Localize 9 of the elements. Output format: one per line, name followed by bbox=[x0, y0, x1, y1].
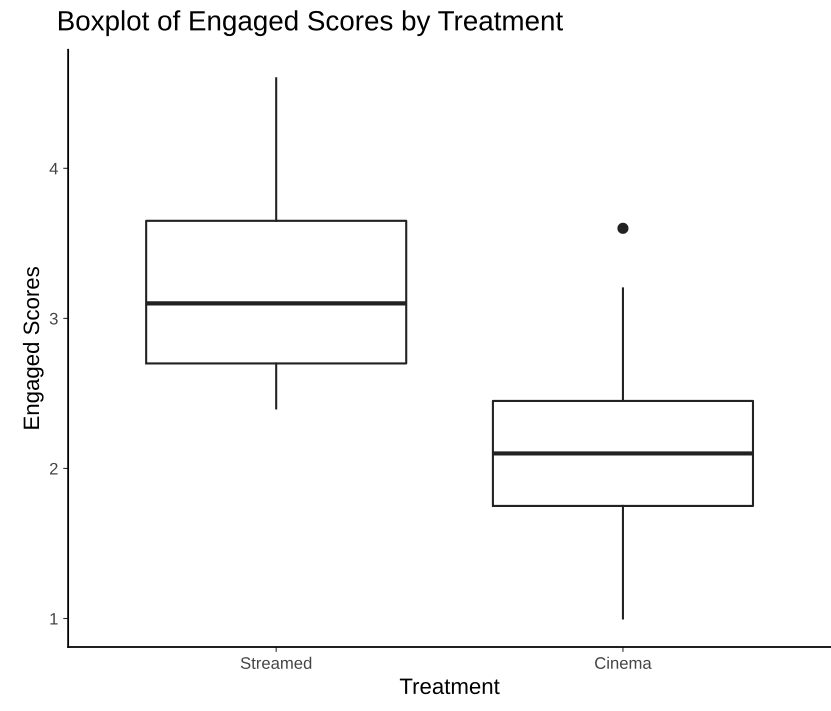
chart-title: Boxplot of Engaged Scores by Treatment bbox=[58, 10, 563, 36]
y-axis-title: Engaged Scores bbox=[22, 267, 44, 429]
x-axis-title: Treatment bbox=[400, 678, 500, 694]
x-tick-label: Streamed bbox=[240, 656, 312, 669]
y-tick-label: 2 bbox=[50, 462, 58, 474]
y-tick-label: 3 bbox=[50, 312, 58, 325]
y-tick-label: 1 bbox=[50, 613, 58, 625]
x-tick-label: Cinema bbox=[595, 656, 652, 669]
y-tick-label: 4 bbox=[50, 162, 58, 174]
